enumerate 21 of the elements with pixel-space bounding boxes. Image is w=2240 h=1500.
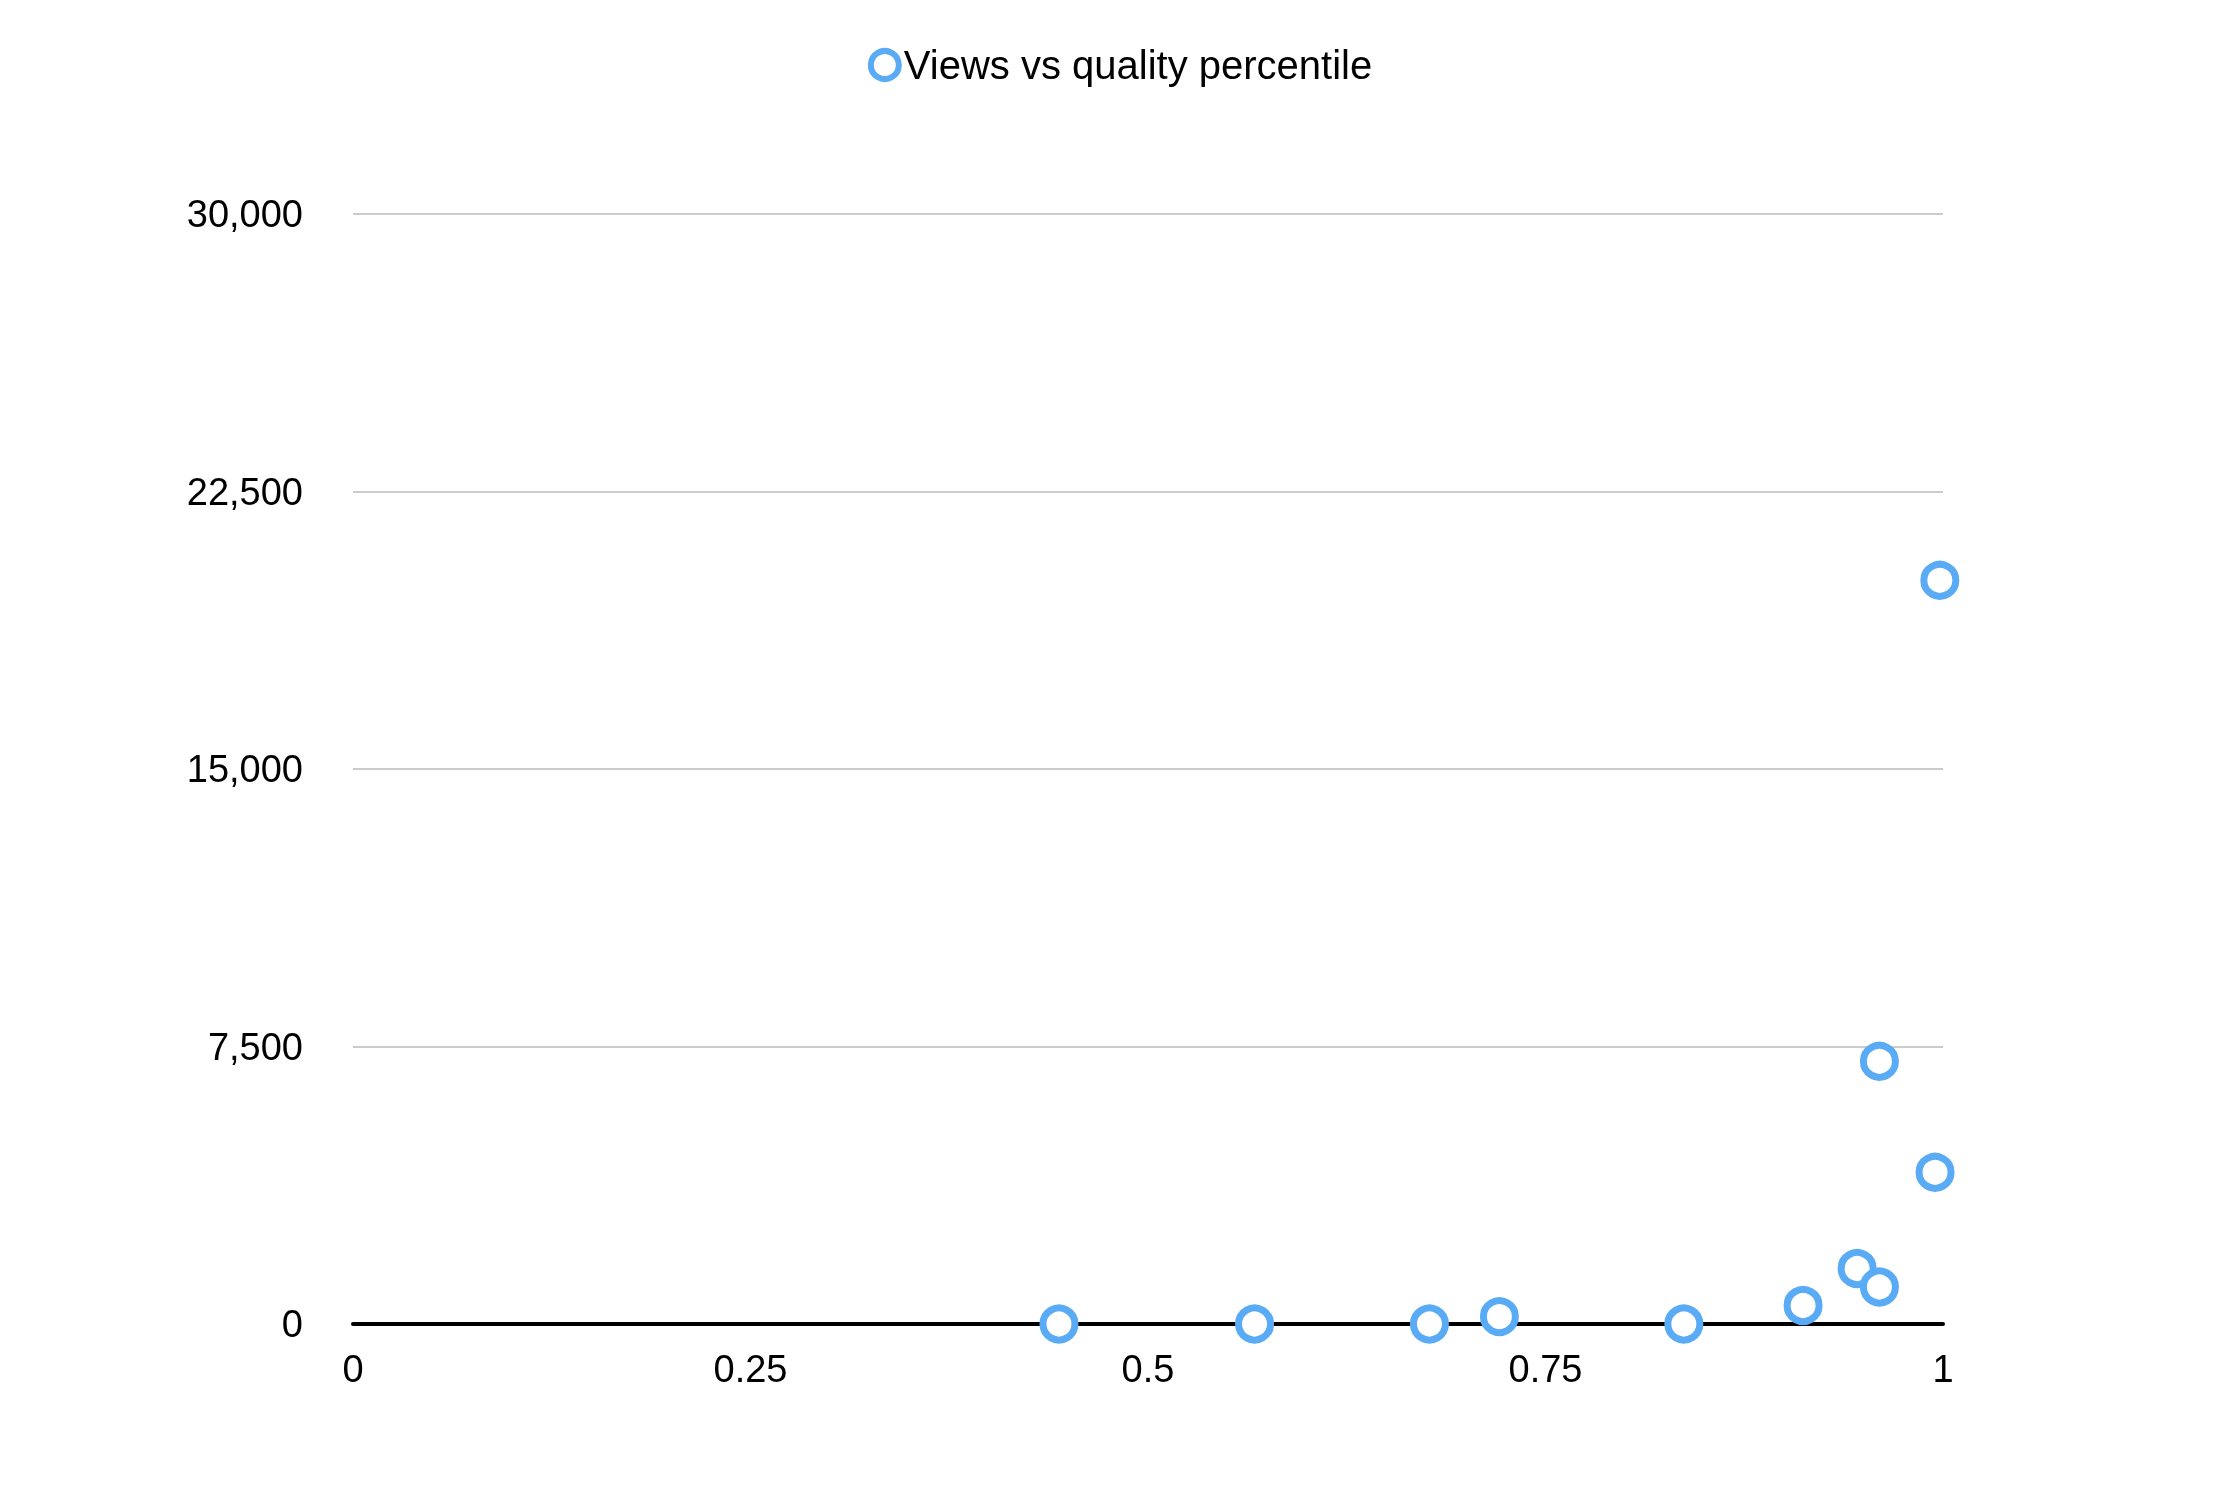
point — [1409, 1304, 1449, 1344]
point — [1859, 1267, 1899, 1307]
y-tick-label: 22,500 — [186, 470, 303, 513]
y-tick-label: 0 — [281, 1303, 303, 1345]
x-tick-label: 0.75 — [1508, 1348, 1583, 1390]
x-tick-label: 0.25 — [713, 1348, 788, 1390]
x-tick-label: 1 — [1932, 1348, 1954, 1390]
y-tick-label: 30,000 — [186, 193, 303, 235]
y-tick-label: 7,500 — [207, 1025, 303, 1068]
legend-label: Views vs quality percentile — [903, 43, 1373, 87]
point — [1479, 1297, 1519, 1337]
point — [1915, 1152, 1955, 1192]
x-tick-label: 0.5 — [1121, 1348, 1175, 1390]
y-tick-label: 15,000 — [186, 748, 303, 790]
x-tick-label: 0 — [342, 1348, 364, 1390]
point — [1783, 1286, 1823, 1325]
point — [1039, 1304, 1079, 1344]
point — [1235, 1304, 1275, 1344]
point — [1859, 1041, 1899, 1081]
point — [1664, 1304, 1704, 1344]
point — [1920, 560, 1960, 600]
